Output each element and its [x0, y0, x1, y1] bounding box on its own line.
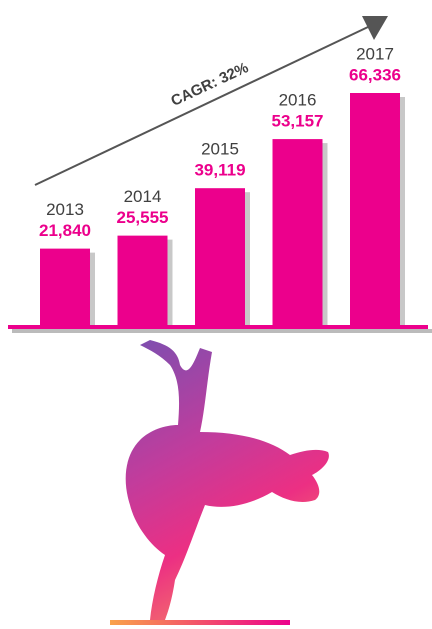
bar	[40, 249, 90, 325]
year-label: 2016	[279, 91, 317, 110]
floor	[110, 620, 290, 625]
value-label: 25,555	[117, 208, 169, 227]
bar	[350, 93, 400, 325]
year-label: 2015	[201, 140, 239, 159]
year-label: 2014	[124, 187, 162, 206]
baseline-shadow	[12, 329, 432, 333]
chart: CAGR: 32% 201321,840201425,555201539,119…	[0, 0, 432, 629]
value-label: 66,336	[349, 65, 401, 84]
value-label: 39,119	[194, 161, 245, 180]
year-label: 2017	[356, 44, 394, 63]
baseline	[8, 325, 428, 329]
dancer-silhouette	[126, 340, 329, 620]
bar	[273, 139, 323, 325]
year-label: 2013	[46, 200, 84, 219]
value-label: 21,840	[39, 221, 91, 240]
value-label: 53,157	[272, 112, 324, 131]
bar	[118, 236, 168, 325]
bar	[195, 188, 245, 325]
page: {"chart_data": {"type": "bar", "annotati…	[0, 0, 432, 629]
